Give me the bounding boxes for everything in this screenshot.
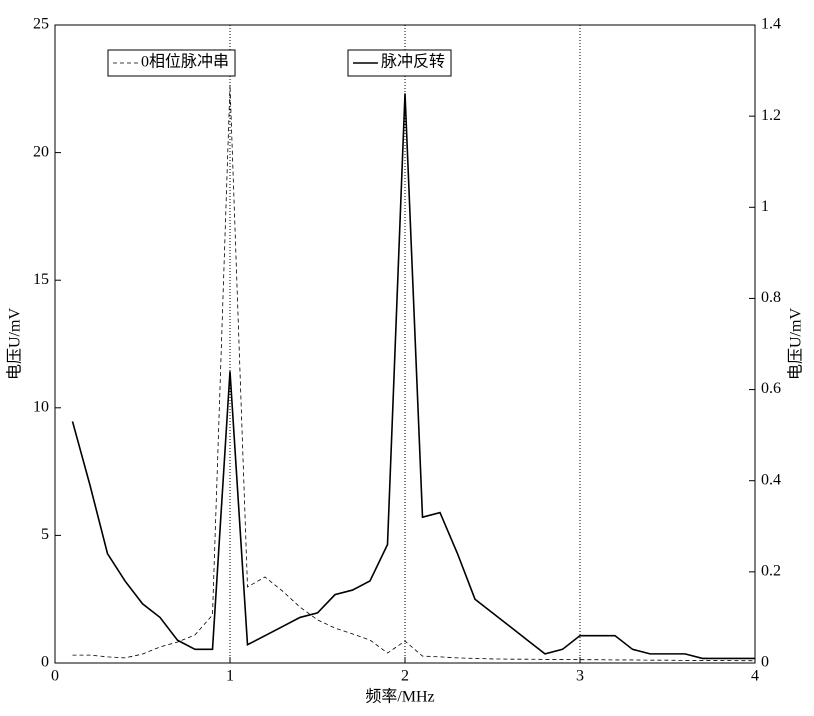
y2-tick-label: 0.8 <box>761 289 781 306</box>
x-tick-label: 1 <box>226 668 234 685</box>
x-tick-label: 0 <box>51 668 59 685</box>
y-tick-label: 5 <box>41 526 49 543</box>
x-tick-label: 4 <box>751 668 759 685</box>
legend-label: 脉冲反转 <box>381 53 445 71</box>
y-tick-label: 20 <box>33 143 49 160</box>
y-tick-label: 10 <box>33 398 49 415</box>
legend-label: 0相位脉冲串 <box>141 53 229 71</box>
y-tick-label: 0 <box>41 654 49 671</box>
y-axis-label: 电压U/mV <box>6 308 24 380</box>
y2-tick-label: 0.2 <box>761 563 781 580</box>
y-tick-label: 25 <box>33 16 49 33</box>
y2-tick-label: 0 <box>761 654 769 671</box>
y2-tick-label: 1.2 <box>761 107 781 124</box>
y-tick-label: 15 <box>33 271 49 288</box>
y2-tick-label: 1.4 <box>761 16 781 33</box>
y2-axis-label: 电压U/mV <box>787 308 805 380</box>
x-tick-label: 2 <box>401 668 409 685</box>
y2-tick-label: 0.6 <box>761 380 781 397</box>
y2-tick-label: 0.4 <box>761 471 781 488</box>
x-tick-label: 3 <box>576 668 584 685</box>
data-line <box>71 93 755 660</box>
x-axis-label: 频率/MHz <box>365 688 434 706</box>
y2-tick-label: 1 <box>761 198 769 215</box>
data-line <box>72 84 755 662</box>
